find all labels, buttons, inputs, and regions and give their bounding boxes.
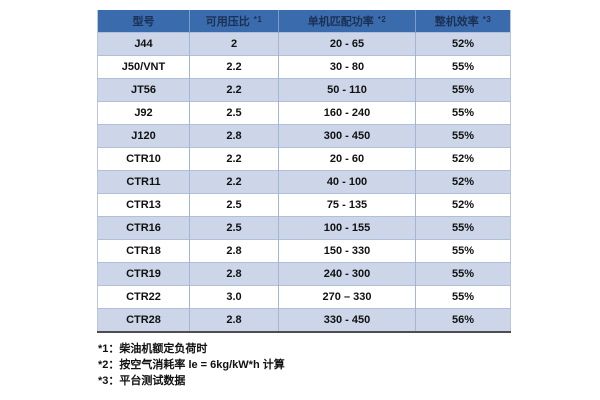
table-cell: 3.0 xyxy=(189,285,279,309)
table-row: CTR28 2.8 330 - 450 56% xyxy=(97,308,511,332)
table-cell: 2.2 xyxy=(189,147,279,171)
table-cell: J44 xyxy=(97,32,190,56)
table-header: 型号 可用压比 *1 单机匹配功率 *2 整机效率 *3 xyxy=(97,10,511,33)
table-cell: CTR22 xyxy=(97,285,190,309)
table-cell: 56% xyxy=(415,308,511,332)
table-cell: 300 - 450 xyxy=(278,124,416,148)
table-row: CTR10 2.2 20 - 60 52% xyxy=(97,147,511,171)
column-header-label: 可用压比 xyxy=(205,16,250,28)
table-cell: 52% xyxy=(415,193,511,217)
table-cell: 150 - 330 xyxy=(278,239,416,263)
table-cell: 55% xyxy=(415,216,511,240)
table-cell: CTR11 xyxy=(97,170,190,194)
column-header: 型号 xyxy=(97,10,190,33)
column-header: 可用压比 *1 xyxy=(189,10,279,33)
table-cell: 50 - 110 xyxy=(278,78,416,102)
table-row: J92 2.5 160 - 240 55% xyxy=(97,101,511,125)
column-header-label: 整机效率 xyxy=(434,16,479,28)
table-cell: 55% xyxy=(415,101,511,125)
column-header-label: 型号 xyxy=(132,16,155,28)
table-cell: 20 - 60 xyxy=(278,147,416,171)
table-row: J44 2 20 - 65 52% xyxy=(97,32,511,56)
table-cell: 2.8 xyxy=(189,308,279,332)
table-row: JT56 2.2 50 - 110 55% xyxy=(97,78,511,102)
column-footnote-marker: *2 xyxy=(377,15,387,24)
table-row: CTR11 2.2 40 - 100 52% xyxy=(97,170,511,194)
table-cell: 52% xyxy=(415,147,511,171)
table-cell: 2.5 xyxy=(189,101,279,125)
column-header: 单机匹配功率 *2 xyxy=(278,10,416,33)
column-footnote-marker: *1 xyxy=(253,15,263,24)
table-cell: 55% xyxy=(415,78,511,102)
table-cell: 2.8 xyxy=(189,239,279,263)
column-footnote-marker: *3 xyxy=(482,15,492,24)
table-cell: JT56 xyxy=(97,78,190,102)
table-cell: 55% xyxy=(415,239,511,263)
table-row: J50/VNT 2.2 30 - 80 55% xyxy=(97,55,511,79)
table-cell: 330 - 450 xyxy=(278,308,416,332)
spec-table-container: 型号 可用压比 *1 单机匹配功率 *2 整机效率 *3 J44 2 20 - 65 52% J50… xyxy=(97,10,511,333)
table-cell: 40 - 100 xyxy=(278,170,416,194)
table-body: J44 2 20 - 65 52% J50/VNT 2.2 30 - 80 55% JT56 2.… xyxy=(97,32,511,332)
column-header: 整机效率 *3 xyxy=(415,10,511,33)
table-cell: 55% xyxy=(415,262,511,286)
table-cell: 2.5 xyxy=(189,216,279,240)
table-cell: 100 - 155 xyxy=(278,216,416,240)
footnote-3: *3：平台测试数据 xyxy=(98,375,186,387)
table-cell: 52% xyxy=(415,170,511,194)
table-cell: 270 – 330 xyxy=(278,285,416,309)
table-cell: 240 - 300 xyxy=(278,262,416,286)
header-row: 型号 可用压比 *1 单机匹配功率 *2 整机效率 *3 xyxy=(97,10,511,33)
table-cell: J92 xyxy=(97,101,190,125)
table-cell: 2 xyxy=(189,32,279,56)
table-cell: CTR16 xyxy=(97,216,190,240)
footnote-2: *2：按空气消耗率 le = 6kg/kW*h 计算 xyxy=(98,359,285,371)
table-cell: J120 xyxy=(97,124,190,148)
table-cell: 2.2 xyxy=(189,78,279,102)
table-cell: 20 - 65 xyxy=(278,32,416,56)
table-row: J120 2.8 300 - 450 55% xyxy=(97,124,511,148)
footnotes-block: *1：柴油机额定负荷时 *2：按空气消耗率 le = 6kg/kW*h 计算 *… xyxy=(98,341,285,389)
table-cell: 52% xyxy=(415,32,511,56)
table-row: CTR22 3.0 270 – 330 55% xyxy=(97,285,511,309)
table-cell: 2.2 xyxy=(189,170,279,194)
footnote-1: *1：柴油机额定负荷时 xyxy=(98,343,208,355)
table-cell: CTR10 xyxy=(97,147,190,171)
table-cell: CTR13 xyxy=(97,193,190,217)
table-row: CTR18 2.8 150 - 330 55% xyxy=(97,239,511,263)
turbocharger-spec-table: 型号 可用压比 *1 单机匹配功率 *2 整机效率 *3 J44 2 20 - 65 52% J50… xyxy=(97,10,511,333)
table-cell: 30 - 80 xyxy=(278,55,416,79)
table-cell: 2.8 xyxy=(189,262,279,286)
table-cell: 55% xyxy=(415,55,511,79)
column-header-label: 单机匹配功率 xyxy=(307,16,374,28)
table-cell: 55% xyxy=(415,124,511,148)
table-cell: CTR18 xyxy=(97,239,190,263)
table-cell: 75 - 135 xyxy=(278,193,416,217)
table-row: CTR13 2.5 75 - 135 52% xyxy=(97,193,511,217)
table-cell: 55% xyxy=(415,285,511,309)
table-cell: J50/VNT xyxy=(97,55,190,79)
table-cell: 2.2 xyxy=(189,55,279,79)
table-cell: CTR19 xyxy=(97,262,190,286)
table-cell: 2.8 xyxy=(189,124,279,148)
table-cell: CTR28 xyxy=(97,308,190,332)
table-row: CTR19 2.8 240 - 300 55% xyxy=(97,262,511,286)
table-cell: 160 - 240 xyxy=(278,101,416,125)
table-row: CTR16 2.5 100 - 155 55% xyxy=(97,216,511,240)
table-cell: 2.5 xyxy=(189,193,279,217)
